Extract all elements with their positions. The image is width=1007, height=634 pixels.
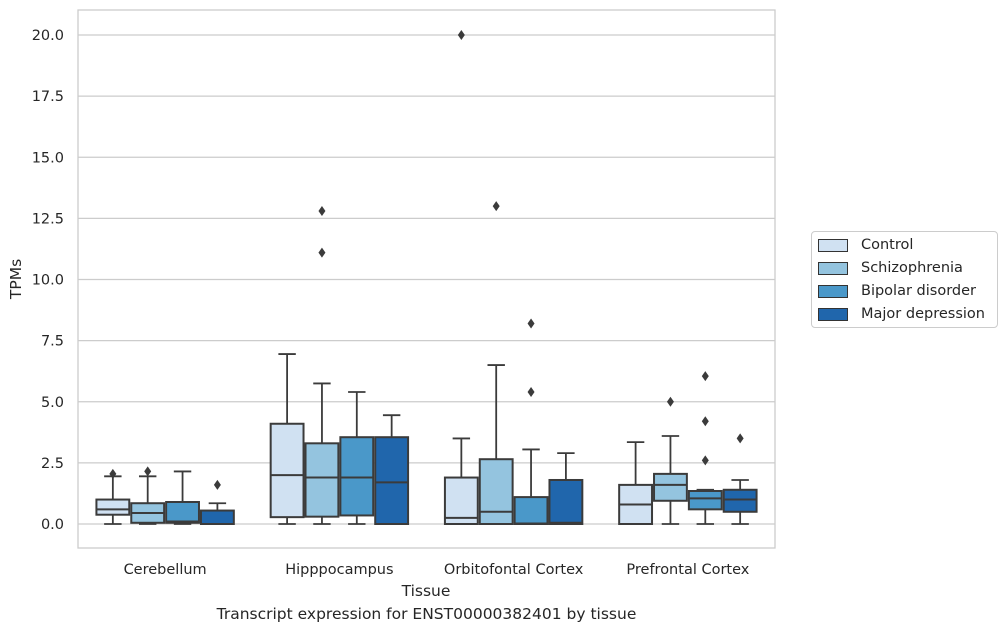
box-iqr [653, 472, 688, 502]
box [374, 414, 410, 526]
y-tick-label: 5.0 [41, 395, 64, 411]
outlier-point [492, 201, 500, 212]
legend-swatch-schizophrenia [818, 261, 848, 275]
box [95, 468, 131, 525]
y-tick-label: 7.5 [41, 334, 64, 350]
y-tick-label: 10.0 [32, 273, 64, 289]
box [478, 201, 514, 525]
box [443, 30, 479, 526]
x-tick-label: Hipppocampus [285, 562, 393, 578]
box-iqr [687, 489, 723, 511]
box-iqr [199, 509, 235, 525]
outlier-point [666, 396, 674, 407]
outlier-point [109, 468, 117, 479]
y-tick-labels: 0.0 2.5 5.0 7.5 10.0 12.5 15.0 17.5 20.0 [32, 28, 64, 533]
outlier-point [701, 455, 709, 466]
y-tick-label: 2.5 [41, 456, 64, 472]
outlier-point [318, 247, 326, 258]
outlier-point [318, 206, 326, 217]
legend-item-control: Control [818, 235, 913, 255]
legend-label: Major depression [861, 306, 985, 322]
box [199, 479, 235, 525]
legend: Control Schizophrenia Bipolar disorder M… [811, 231, 998, 328]
box [304, 206, 340, 525]
outlier-point [213, 479, 221, 490]
outlier-point [527, 318, 535, 329]
box [165, 470, 200, 525]
x-tick-labels: Cerebellum Hipppocampus Orbitofontal Corte… [124, 562, 750, 578]
box [513, 318, 549, 526]
outlier-point [736, 433, 744, 444]
x-tick-label: Cerebellum [124, 562, 207, 578]
box [722, 433, 758, 525]
outlier-point [527, 386, 535, 397]
box-iqr [478, 458, 514, 525]
outlier-point [701, 371, 709, 382]
grid-lines [78, 34, 775, 525]
legend-swatch-major-depression [818, 307, 848, 321]
box-iqr [304, 442, 340, 518]
outlier-point [457, 30, 465, 40]
box [687, 371, 723, 525]
box [130, 466, 166, 525]
legend-label: Control [861, 237, 914, 253]
boxes-layer [95, 30, 758, 526]
outlier-point [701, 416, 709, 427]
box-iqr [513, 496, 549, 526]
box [339, 391, 375, 525]
box-iqr [95, 498, 131, 516]
y-tick-label: 12.5 [32, 211, 64, 227]
outlier-point [144, 466, 152, 477]
box [269, 353, 305, 525]
legend-label: Bipolar disorder [861, 283, 976, 299]
box-iqr [339, 436, 375, 517]
box-iqr [443, 476, 479, 526]
legend-swatch-bipolar-disorder [818, 284, 848, 298]
chart-caption: Transcript expression for ENST0000038240… [216, 605, 637, 623]
box-iqr [374, 436, 410, 526]
legend-label: Schizophrenia [861, 260, 963, 276]
x-tick-label: Orbitofontal Cortex [444, 562, 584, 578]
legend-item-major-depression: Major depression [818, 304, 985, 324]
y-tick-label: 20.0 [32, 28, 64, 44]
x-axis-label: Tissue [401, 582, 451, 600]
legend-item-schizophrenia: Schizophrenia [818, 258, 963, 278]
box [618, 441, 654, 526]
legend-swatch-control [818, 238, 848, 252]
plot-frame [77, 9, 776, 549]
y-tick-label: 0.0 [41, 517, 64, 533]
box-iqr [165, 500, 200, 524]
box-iqr [722, 488, 758, 513]
box-iqr [269, 422, 305, 519]
y-tick-label: 17.5 [32, 89, 64, 105]
box-iqr [548, 478, 584, 525]
x-tick-label: Prefrontal Cortex [626, 562, 749, 578]
y-axis-label: TPMs [7, 259, 25, 300]
y-tick-label: 15.0 [32, 150, 64, 166]
box [548, 452, 584, 525]
legend-item-bipolar-disorder: Bipolar disorder [818, 281, 976, 301]
box [653, 396, 688, 525]
